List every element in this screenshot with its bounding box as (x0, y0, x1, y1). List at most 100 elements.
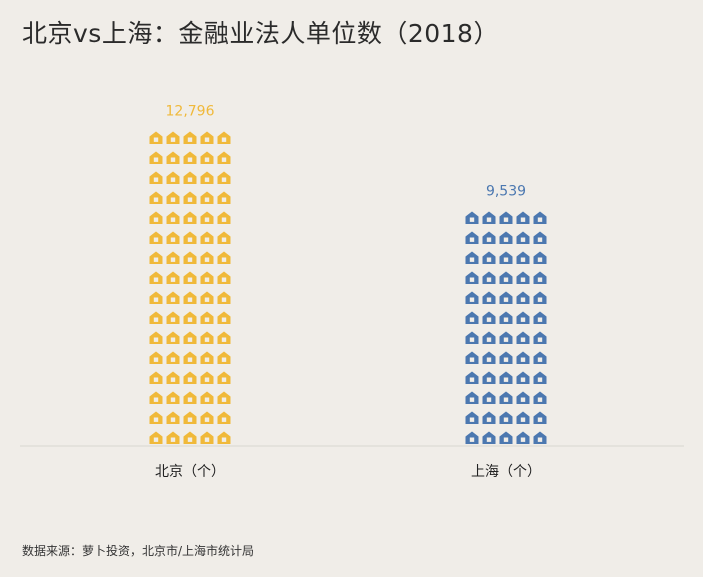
house-icon (465, 391, 479, 404)
house-icon (149, 291, 163, 304)
house-icon (533, 211, 547, 224)
house-icon (533, 371, 547, 384)
house-icon (533, 411, 547, 424)
house-icon (149, 151, 163, 164)
house-icon (482, 271, 496, 284)
house-icon (217, 371, 231, 384)
house-icon (465, 371, 479, 384)
house-icon (183, 251, 197, 264)
house-icon (533, 311, 547, 324)
house-icon (465, 231, 479, 244)
house-icon (183, 191, 197, 204)
data-label: 9,539 (486, 184, 526, 200)
house-icon (499, 211, 513, 224)
house-icon (499, 311, 513, 324)
bar-shanghai (465, 211, 547, 444)
house-icon (217, 351, 231, 364)
house-icon (465, 411, 479, 424)
house-icon (166, 171, 180, 184)
house-icon (149, 271, 163, 284)
house-icon (217, 171, 231, 184)
house-icon (533, 271, 547, 284)
house-icon (149, 251, 163, 264)
house-icon (183, 371, 197, 384)
house-icon (217, 331, 231, 344)
house-icon (217, 411, 231, 424)
house-icon (200, 171, 214, 184)
house-icon (166, 371, 180, 384)
house-icon (533, 431, 547, 444)
house-icon (200, 151, 214, 164)
house-icon (166, 311, 180, 324)
house-icon (499, 251, 513, 264)
house-icon (217, 251, 231, 264)
house-icon (183, 351, 197, 364)
house-icon (183, 431, 197, 444)
house-icon (166, 191, 180, 204)
house-icon (183, 331, 197, 344)
house-icon (465, 251, 479, 264)
house-icon (149, 431, 163, 444)
house-icon (516, 431, 530, 444)
house-icon (183, 211, 197, 224)
house-icon (533, 391, 547, 404)
house-icon (482, 411, 496, 424)
house-icon (149, 351, 163, 364)
house-icon (482, 231, 496, 244)
house-icon (166, 391, 180, 404)
house-icon (516, 331, 530, 344)
house-icon (149, 411, 163, 424)
house-icon (183, 291, 197, 304)
house-icon (465, 331, 479, 344)
house-icon (516, 391, 530, 404)
house-icon (183, 311, 197, 324)
house-icon (482, 211, 496, 224)
house-icon (482, 311, 496, 324)
house-icon (516, 251, 530, 264)
house-icon (482, 371, 496, 384)
house-icon (516, 271, 530, 284)
house-icon (516, 211, 530, 224)
house-icon (217, 191, 231, 204)
house-icon (166, 331, 180, 344)
house-icon (516, 371, 530, 384)
house-icon (166, 271, 180, 284)
house-icon (200, 431, 214, 444)
house-icon (482, 251, 496, 264)
house-icon (166, 211, 180, 224)
house-icon (166, 431, 180, 444)
x-tick-label: 北京（个） (155, 464, 225, 480)
house-icon (200, 391, 214, 404)
house-icon (183, 271, 197, 284)
house-icon (200, 131, 214, 144)
house-icon (149, 331, 163, 344)
house-icon (217, 271, 231, 284)
house-icon (465, 271, 479, 284)
house-icon (499, 411, 513, 424)
house-icon (149, 171, 163, 184)
house-icon (149, 371, 163, 384)
house-icon (200, 271, 214, 284)
house-icon (200, 311, 214, 324)
house-icon (166, 251, 180, 264)
house-icon (166, 131, 180, 144)
house-icon (149, 191, 163, 204)
house-icon (200, 331, 214, 344)
house-icon (533, 251, 547, 264)
house-icon (499, 271, 513, 284)
house-icon (217, 391, 231, 404)
house-icon (183, 131, 197, 144)
house-icon (482, 291, 496, 304)
house-icon (516, 311, 530, 324)
house-icon (200, 291, 214, 304)
house-icon (465, 211, 479, 224)
bar-beijing (149, 131, 231, 444)
house-icon (516, 351, 530, 364)
house-icon (149, 231, 163, 244)
house-icon (217, 231, 231, 244)
house-icon (217, 291, 231, 304)
house-icon (200, 351, 214, 364)
house-icon (200, 371, 214, 384)
house-icon (183, 411, 197, 424)
